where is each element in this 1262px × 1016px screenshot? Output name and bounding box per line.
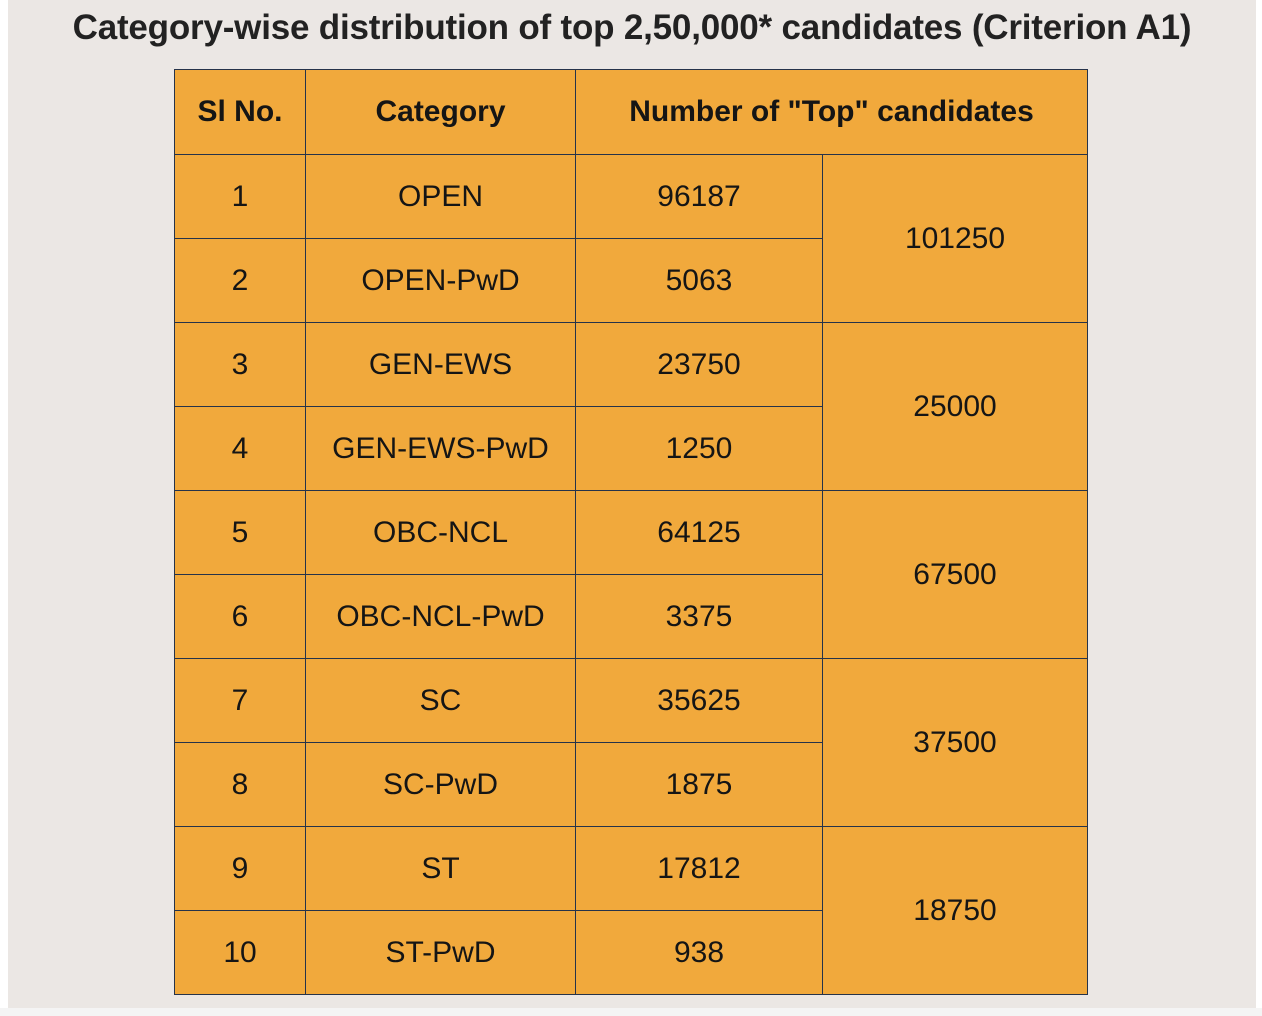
count-cell: 1875	[575, 742, 823, 827]
sl-no-cell: 2	[174, 238, 306, 323]
group-total-cell: 37500	[822, 658, 1088, 827]
category-cell: OBC-NCL	[305, 490, 576, 575]
count-cell: 35625	[575, 658, 823, 743]
header-top-candidates: Number of "Top" candidates	[575, 69, 1088, 155]
sl-no-cell: 1	[174, 154, 306, 239]
page-title: Category-wise distribution of top 2,50,0…	[72, 8, 1192, 47]
count-cell: 1250	[575, 406, 823, 491]
table-row: 10 ST-PwD 938	[174, 910, 1088, 995]
sl-no-cell: 3	[174, 322, 306, 407]
category-cell: ST-PwD	[305, 910, 576, 995]
category-cell: SC-PwD	[305, 742, 576, 827]
group-total-cell: 101250	[822, 154, 1088, 323]
page-background: Category-wise distribution of top 2,50,0…	[8, 0, 1256, 1008]
count-cell: 64125	[575, 490, 823, 575]
sl-no-cell: 4	[174, 406, 306, 491]
count-cell: 96187	[575, 154, 823, 239]
table-row: 3 GEN-EWS 23750 25000	[174, 322, 1088, 491]
count-cell: 23750	[575, 322, 823, 407]
category-cell: ST	[305, 826, 576, 911]
category-cell: OPEN-PwD	[305, 238, 576, 323]
table-row: 9 ST 17812 18750	[174, 826, 1088, 995]
table-row: 2 OPEN-PwD 5063	[174, 238, 1088, 323]
table-row: 8 SC-PwD 1875	[174, 742, 1088, 827]
count-cell: 3375	[575, 574, 823, 659]
category-cell: GEN-EWS	[305, 322, 576, 407]
table-row: 4 GEN-EWS-PwD 1250	[174, 406, 1088, 491]
header-category: Category	[305, 69, 576, 155]
sl-no-cell: 5	[174, 490, 306, 575]
table-row: 1 OPEN 96187 101250	[174, 154, 1088, 323]
count-cell: 17812	[575, 826, 823, 911]
sl-no-cell: 7	[174, 658, 306, 743]
group-total-cell: 18750	[822, 826, 1088, 995]
count-cell: 938	[575, 910, 823, 995]
category-cell: GEN-EWS-PwD	[305, 406, 576, 491]
category-distribution-table: Sl No. Category Number of "Top" candidat…	[174, 69, 1088, 995]
category-cell: SC	[305, 658, 576, 743]
header-sl-no: Sl No.	[174, 69, 306, 155]
category-cell: OPEN	[305, 154, 576, 239]
table-row: 5 OBC-NCL 64125 67500	[174, 490, 1088, 659]
category-cell: OBC-NCL-PwD	[305, 574, 576, 659]
sl-no-cell: 10	[174, 910, 306, 995]
group-total-cell: 67500	[822, 490, 1088, 659]
sl-no-cell: 9	[174, 826, 306, 911]
table-row: 7 SC 35625 37500	[174, 658, 1088, 827]
table-row: 6 OBC-NCL-PwD 3375	[174, 574, 1088, 659]
sl-no-cell: 8	[174, 742, 306, 827]
group-total-cell: 25000	[822, 322, 1088, 491]
bottom-edge	[0, 1008, 1262, 1016]
sl-no-cell: 6	[174, 574, 306, 659]
table-header-row: Sl No. Category Number of "Top" candidat…	[174, 69, 1088, 155]
count-cell: 5063	[575, 238, 823, 323]
